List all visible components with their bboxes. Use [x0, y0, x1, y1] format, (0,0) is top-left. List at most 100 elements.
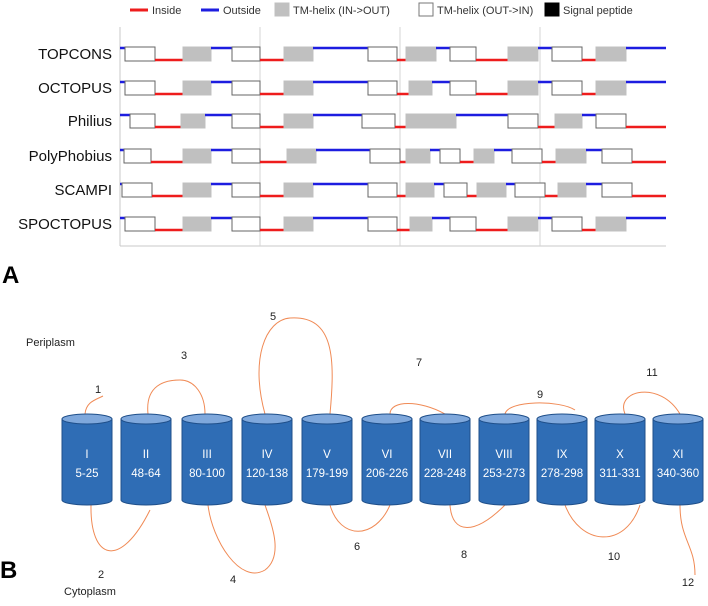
periplasm-label: Periplasm: [26, 337, 75, 349]
helix-range: 253-273: [483, 468, 525, 480]
loop-label-1: 1: [95, 384, 101, 396]
cylinder-top: [361, 413, 413, 425]
legend: Inside Outside TM-helix (IN->OUT) TM-helix …: [130, 2, 633, 17]
cylinder-top: [536, 413, 588, 425]
cylinder-top: [181, 413, 233, 425]
helix-range: 48-64: [131, 468, 161, 480]
tm-helix: [367, 80, 398, 96]
tm-helix: [595, 216, 627, 232]
prediction-tracks: TOPCONS OCTOPUS Philius PolyPhobius SCAMPI SP…: [18, 46, 666, 233]
cylinder-body: [61, 418, 113, 506]
loop-6: [329, 504, 391, 532]
helix-numeral: IX: [557, 449, 568, 461]
legend-swatch-tm_out_in: [418, 2, 434, 17]
cylinder-body: [301, 418, 353, 506]
tm-helix: [409, 216, 433, 232]
tm-helix: [283, 46, 314, 62]
tm-helix: [449, 80, 477, 96]
helix-numeral: X: [616, 449, 624, 461]
helix-range: 120-138: [246, 468, 288, 480]
tm-helix: [182, 182, 212, 198]
helix-cylinder-v: V 179-199: [301, 413, 353, 506]
tm-helix: [476, 182, 507, 198]
tm-helix: [443, 182, 468, 198]
helix-cylinder-vii: VII 228-248: [419, 413, 471, 506]
tm-helix: [555, 148, 587, 164]
tm-helix: [283, 216, 314, 232]
helix-cylinder-viii: VIII 253-273: [478, 413, 530, 506]
track-name: TOPCONS: [38, 46, 112, 63]
track-name: SPOCTOPUS: [18, 216, 112, 233]
vertical-gridlines: [259, 27, 541, 246]
cylinder-body: [241, 418, 293, 506]
helix-cylinders: I 5-25 II 48-64 III 80-100 IV 120-138 V 179-199 VI…: [61, 413, 704, 506]
track-philius: Philius: [68, 113, 666, 130]
tm-helix: [367, 182, 398, 198]
tm-helix: [551, 216, 583, 232]
track-topcons: TOPCONS: [38, 46, 666, 63]
cylinder-body: [361, 418, 413, 506]
helix-cylinder-ix: IX 278-298: [536, 413, 588, 506]
tm-helix: [231, 148, 261, 164]
tm-helix: [129, 113, 156, 129]
tm-helix: [361, 113, 396, 129]
track-name: Philius: [68, 113, 112, 130]
tm-helix: [231, 182, 261, 198]
tm-helix: [369, 148, 401, 164]
loop-11: [623, 391, 681, 415]
loop-label-8: 8: [461, 549, 467, 561]
track-scampi: SCAMPI: [54, 182, 666, 199]
tm-helix: [182, 148, 212, 164]
tm-helix: [449, 46, 477, 62]
legend-swatch-signal: [544, 2, 560, 17]
cylinder-body: [652, 418, 704, 506]
tm-helix: [283, 113, 314, 129]
helix-cylinder-x: X 311-331: [594, 413, 646, 506]
loop-label-11: 11: [646, 367, 657, 379]
loop-2: [90, 504, 151, 552]
cylinder-body: [419, 418, 471, 506]
tm-helix: [286, 148, 317, 164]
helix-cylinder-ii: II 48-64: [120, 413, 172, 506]
helix-cylinder-iv: IV 120-138: [241, 413, 293, 506]
tm-helix: [557, 182, 587, 198]
cylinder-body: [181, 418, 233, 506]
track-name: PolyPhobius: [29, 148, 112, 165]
helix-numeral: IV: [262, 449, 273, 461]
panel-a-label: A: [2, 262, 19, 289]
loop-label-10: 10: [608, 551, 620, 563]
loop-3: [147, 379, 206, 415]
track-polyphobius: PolyPhobius: [29, 148, 666, 165]
helix-range: 206-226: [366, 468, 408, 480]
panel-b-label: B: [0, 557, 17, 584]
tm-helix: [182, 216, 212, 232]
topology-predictions-panel: Inside Outside TM-helix (IN->OUT) TM-helix …: [2, 2, 666, 289]
helix-cylinder-vi: VI 206-226: [361, 413, 413, 506]
cylinder-top: [419, 413, 471, 425]
tm-helix: [405, 182, 435, 198]
tm-helix: [367, 46, 398, 62]
helix-range: 340-360: [657, 468, 699, 480]
helix-range: 5-25: [75, 468, 98, 480]
helix-cylinder-iii: III 80-100: [181, 413, 233, 506]
cylinder-body: [536, 418, 588, 506]
helix-numeral: II: [143, 449, 149, 461]
helix-range: 278-298: [541, 468, 583, 480]
tm-helix: [231, 46, 261, 62]
helix-numeral: V: [323, 449, 331, 461]
tm-helix: [595, 80, 627, 96]
track-name: OCTOPUS: [38, 80, 112, 97]
loop-label-6: 6: [354, 541, 360, 553]
legend-label-tm_in_out: TM-helix (IN->OUT): [293, 5, 390, 17]
tm-helix: [182, 46, 212, 62]
tm-helix: [595, 46, 627, 62]
legend-label-outside: Outside: [223, 5, 261, 17]
cylinder-body: [478, 418, 530, 506]
tm-helix: [551, 80, 583, 96]
cylinder-top: [301, 413, 353, 425]
cylinder-top: [120, 413, 172, 425]
tm-helix: [283, 80, 314, 96]
tm-helix: [554, 113, 583, 129]
